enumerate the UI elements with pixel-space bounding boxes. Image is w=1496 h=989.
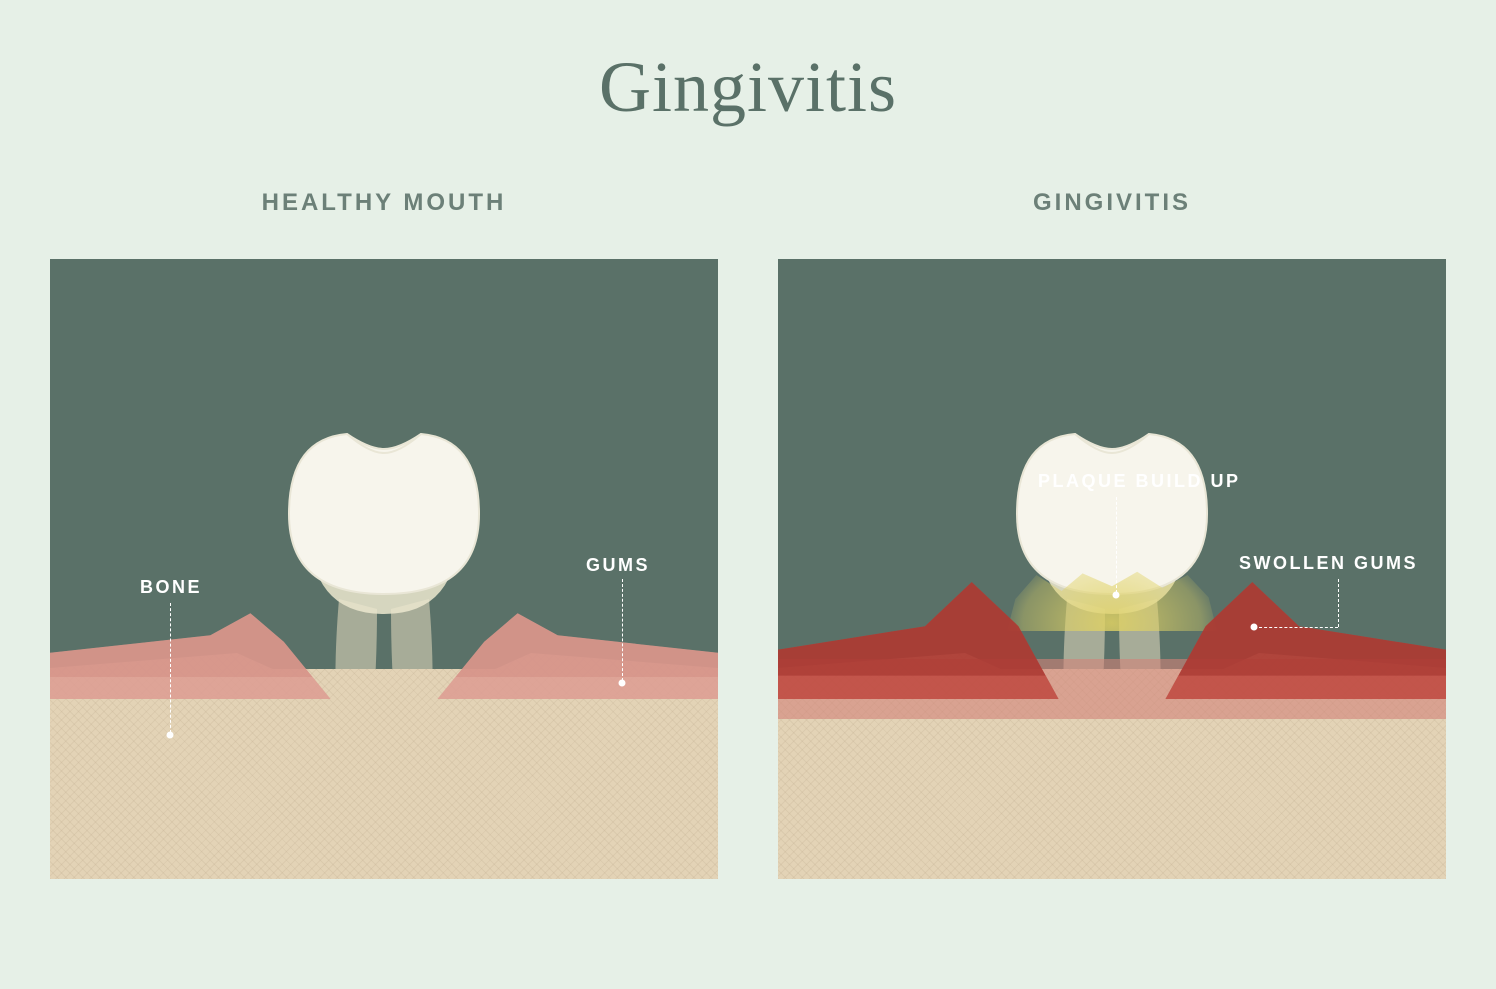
panels-row: HEALTHY MOUTH BONE (0, 189, 1496, 879)
panel-healthy-label: HEALTHY MOUTH (262, 189, 507, 217)
dot-gums (619, 680, 626, 687)
callout-swollen-gums-label: SWOLLEN GUMS (1239, 553, 1418, 574)
panel-gingivitis: GINGIVITIS PLAQUE BUILD UP SWOLLEN (778, 189, 1446, 879)
callout-bone-label: BONE (140, 577, 202, 598)
leader-swollen-h (1254, 627, 1338, 628)
diagram-healthy: BONE GUMS (50, 259, 718, 879)
leader-plaque (1116, 497, 1117, 593)
page-title: Gingivitis (0, 0, 1496, 129)
bone-healthy (50, 669, 718, 879)
dot-swollen (1251, 624, 1258, 631)
callout-plaque-label: PLAQUE BUILD UP (1038, 471, 1241, 492)
callout-gums-label: GUMS (586, 555, 650, 576)
dot-plaque (1113, 592, 1120, 599)
leader-swollen-v (1338, 579, 1339, 627)
diagram-gingivitis: PLAQUE BUILD UP SWOLLEN GUMS (778, 259, 1446, 879)
dot-bone (167, 732, 174, 739)
panel-healthy: HEALTHY MOUTH BONE (50, 189, 718, 879)
panel-gingivitis-label: GINGIVITIS (1033, 189, 1191, 217)
leader-gums (622, 579, 623, 681)
leader-bone (170, 603, 171, 733)
